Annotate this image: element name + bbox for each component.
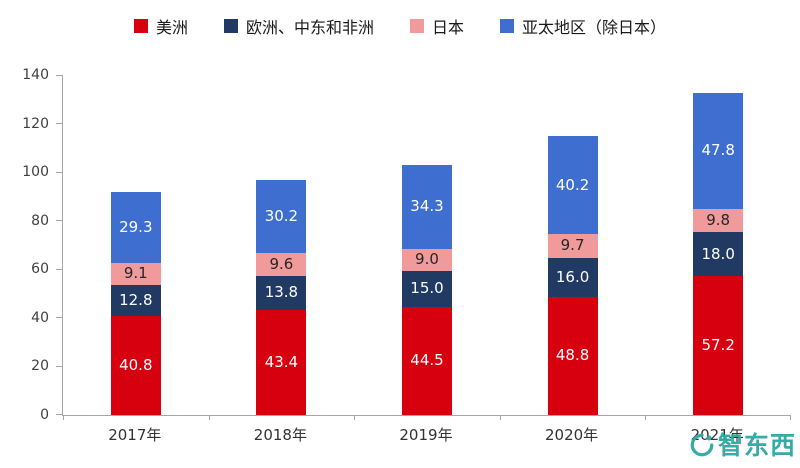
- bar-segment: 40.8: [110, 315, 161, 415]
- legend-label: 日本: [432, 18, 465, 37]
- stacked-bar: 57.2 18.0 9.8 47.8: [693, 92, 744, 415]
- bar-segment: 18.0: [693, 232, 744, 277]
- bar-column: 44.5 15.0 9.0 34.3: [354, 75, 500, 415]
- y-axis-tick: [56, 317, 62, 319]
- bar-segment: 13.8: [256, 276, 307, 310]
- bar-segment: 9.1: [110, 262, 161, 285]
- bar-segment: 9.6: [256, 252, 307, 277]
- bar-column: 40.8 12.8 9.1 29.3: [63, 75, 209, 415]
- y-axis-tick: [56, 123, 62, 125]
- x-axis-tick: [790, 415, 791, 420]
- y-axis-tick: [56, 171, 62, 173]
- bar-value-label: 9.6: [269, 254, 294, 273]
- stacked-bar: 40.8 12.8 9.1 29.3: [110, 191, 161, 415]
- bar-value-label: 9.8: [706, 211, 731, 230]
- chart-legend: 美洲 欧洲、中东和非洲 日本 亚太地区（除日本）: [0, 14, 800, 38]
- x-axis-category-label: 2018年: [253, 426, 307, 444]
- stacked-bar: 44.5 15.0 9.0 34.3: [401, 165, 452, 415]
- x-axis-labels: 2017年 2018年 2019年 2020年 2021年: [62, 424, 790, 445]
- y-axis-tick-label: 100: [22, 164, 49, 181]
- y-axis-tick-label: 140: [22, 67, 49, 83]
- legend-label: 亚太地区（除日本）: [522, 18, 667, 37]
- legend-label: 欧洲、中东和非洲: [245, 18, 374, 37]
- y-axis-tick-label: 40: [31, 309, 49, 326]
- y-axis-tick: [56, 365, 62, 367]
- bar-segment: 57.2: [693, 276, 744, 415]
- bar-value-label: 13.8: [264, 283, 299, 302]
- bar-segment: 9.0: [401, 248, 452, 271]
- x-axis-tick: [354, 415, 356, 420]
- bar-value-label: 40.8: [119, 355, 153, 374]
- bar-value-label: 29.3: [119, 217, 153, 236]
- stacked-bar: 43.4 13.8 9.6 30.2: [256, 179, 307, 415]
- y-axis-tick-label: 0: [40, 407, 49, 423]
- x-axis-category-label: 2017年: [108, 426, 162, 444]
- y-axis-tick: [56, 220, 62, 222]
- legend-swatch: [133, 19, 148, 33]
- plot-area: 40.8 12.8 9.1 29.3 43.4 13.8 9.6 30.2 44.5 15.0 9.…: [22, 68, 791, 422]
- y-axis-tick-label: 120: [22, 115, 49, 132]
- legend-item: 美洲: [133, 14, 188, 38]
- bar-segment: 44.5: [401, 306, 452, 415]
- bar-segment: 47.8: [693, 92, 744, 209]
- bar-value-label: 48.8: [555, 346, 590, 365]
- bar-segment: 48.8: [547, 296, 598, 415]
- x-axis-tick: [63, 415, 64, 420]
- bar-segment: 15.0: [401, 270, 452, 307]
- bar-column: 43.4 13.8 9.6 30.2: [209, 75, 355, 415]
- bar-value-label: 34.3: [410, 197, 444, 216]
- stacked-bar: 48.8 16.0 9.7 40.2: [547, 136, 598, 415]
- bar-value-label: 47.8: [701, 141, 735, 160]
- y-axis-tick: [56, 414, 62, 415]
- bar-segment: 9.7: [547, 234, 598, 258]
- y-axis-tick: [56, 74, 62, 76]
- legend-label: 美洲: [155, 18, 188, 37]
- bar-segment: 9.8: [693, 208, 744, 233]
- watermark-text: 智东西: [717, 430, 796, 460]
- bar-column: 57.2 18.0 9.8 47.8: [645, 75, 791, 415]
- x-axis-tick: [645, 415, 647, 420]
- bar-segment: 12.8: [110, 284, 161, 316]
- legend-swatch: [500, 19, 515, 33]
- bar-segment: 30.2: [256, 179, 307, 253]
- x-axis-category-label: 2019年: [399, 426, 453, 444]
- y-axis-tick-label: 80: [31, 212, 49, 229]
- x-axis-tick: [499, 415, 501, 420]
- bar-value-label: 9.1: [123, 264, 148, 283]
- legend-item: 欧洲、中东和非洲: [223, 14, 374, 38]
- bar-value-label: 15.0: [410, 279, 444, 298]
- bar-value-label: 57.2: [701, 336, 735, 355]
- bar-segment: 16.0: [547, 257, 598, 297]
- bar-column: 48.8 16.0 9.7 40.2: [500, 75, 646, 415]
- bar-segment: 43.4: [256, 309, 307, 415]
- y-axis-tick: [56, 268, 62, 270]
- x-axis-category-label: 2020年: [544, 426, 599, 444]
- bar-value-label: 30.2: [264, 206, 299, 225]
- x-axis-category-label: 2021年: [690, 426, 744, 444]
- bar-value-label: 12.8: [119, 290, 153, 309]
- watermark-logo-icon: [690, 433, 714, 457]
- legend-item: 亚太地区（除日本）: [500, 14, 666, 38]
- bar-segment: 40.2: [547, 136, 598, 235]
- bar-value-label: 18.0: [701, 244, 735, 263]
- legend-swatch: [223, 19, 238, 33]
- y-axis-tick-label: 20: [31, 358, 49, 375]
- bar-value-label: 40.2: [555, 175, 590, 194]
- bar-value-label: 44.5: [410, 351, 444, 370]
- bar-value-label: 43.4: [264, 352, 299, 371]
- legend-item: 日本: [410, 14, 464, 38]
- legend-swatch: [410, 19, 424, 33]
- bar-value-label: 9.0: [415, 250, 439, 269]
- y-axis-tick-label: 60: [31, 261, 49, 278]
- bar-segment: 34.3: [401, 165, 452, 249]
- bar-value-label: 16.0: [555, 267, 590, 286]
- x-axis-tick: [208, 415, 210, 420]
- bars-container: 40.8 12.8 9.1 29.3 43.4 13.8 9.6 30.2 44.5 15.0 9.…: [63, 75, 791, 415]
- bar-value-label: 9.7: [560, 236, 585, 255]
- bar-segment: 29.3: [110, 191, 161, 263]
- watermark: 智东西: [689, 432, 796, 458]
